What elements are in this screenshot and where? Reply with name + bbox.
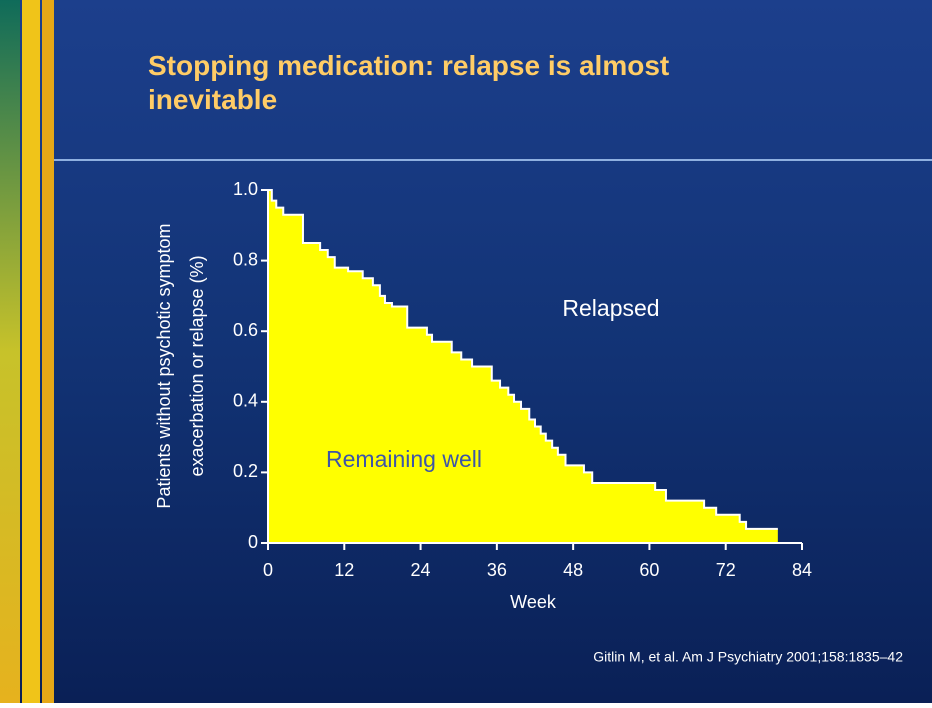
x-tick-label: 72 [716,560,736,580]
x-axis-label: Week [510,592,557,612]
y-tick-label: 0.4 [233,391,258,411]
annotation: Remaining well [326,446,482,472]
y-tick-label: 1.0 [233,179,258,199]
y-tick-label: 0 [248,532,258,552]
x-tick-label: 60 [639,560,659,580]
y-axis-label: exacerbation or relapse (%) [187,255,207,476]
source: Gitlin M, et al. Am J Psychiatry 2001;15… [593,649,903,665]
x-tick-label: 12 [334,560,354,580]
slide-title: Stopping medication: relapse is almost in… [148,50,669,115]
x-tick-label: 84 [792,560,812,580]
y-tick-label: 0.8 [233,249,258,269]
area [268,190,778,543]
chart: 0 12 24 36 48 60 72 84 0 0.2 0.4 0.6 0.8 1.0 Week Patie… [154,179,812,612]
y-tick-label: 0.6 [233,320,258,340]
y-axis-label: Patients without psychotic symptom [154,223,174,508]
y-tick-label: 0.2 [233,461,258,481]
stripe [42,0,54,703]
x-tick-label: 0 [263,560,273,580]
annotation: Relapsed [562,295,659,321]
step-line [268,189,778,530]
stripe [0,0,20,703]
x-tick-label: 24 [411,560,431,580]
x-tick-label: 48 [563,560,583,580]
x-tick-label: 36 [487,560,507,580]
stripe [22,0,40,703]
